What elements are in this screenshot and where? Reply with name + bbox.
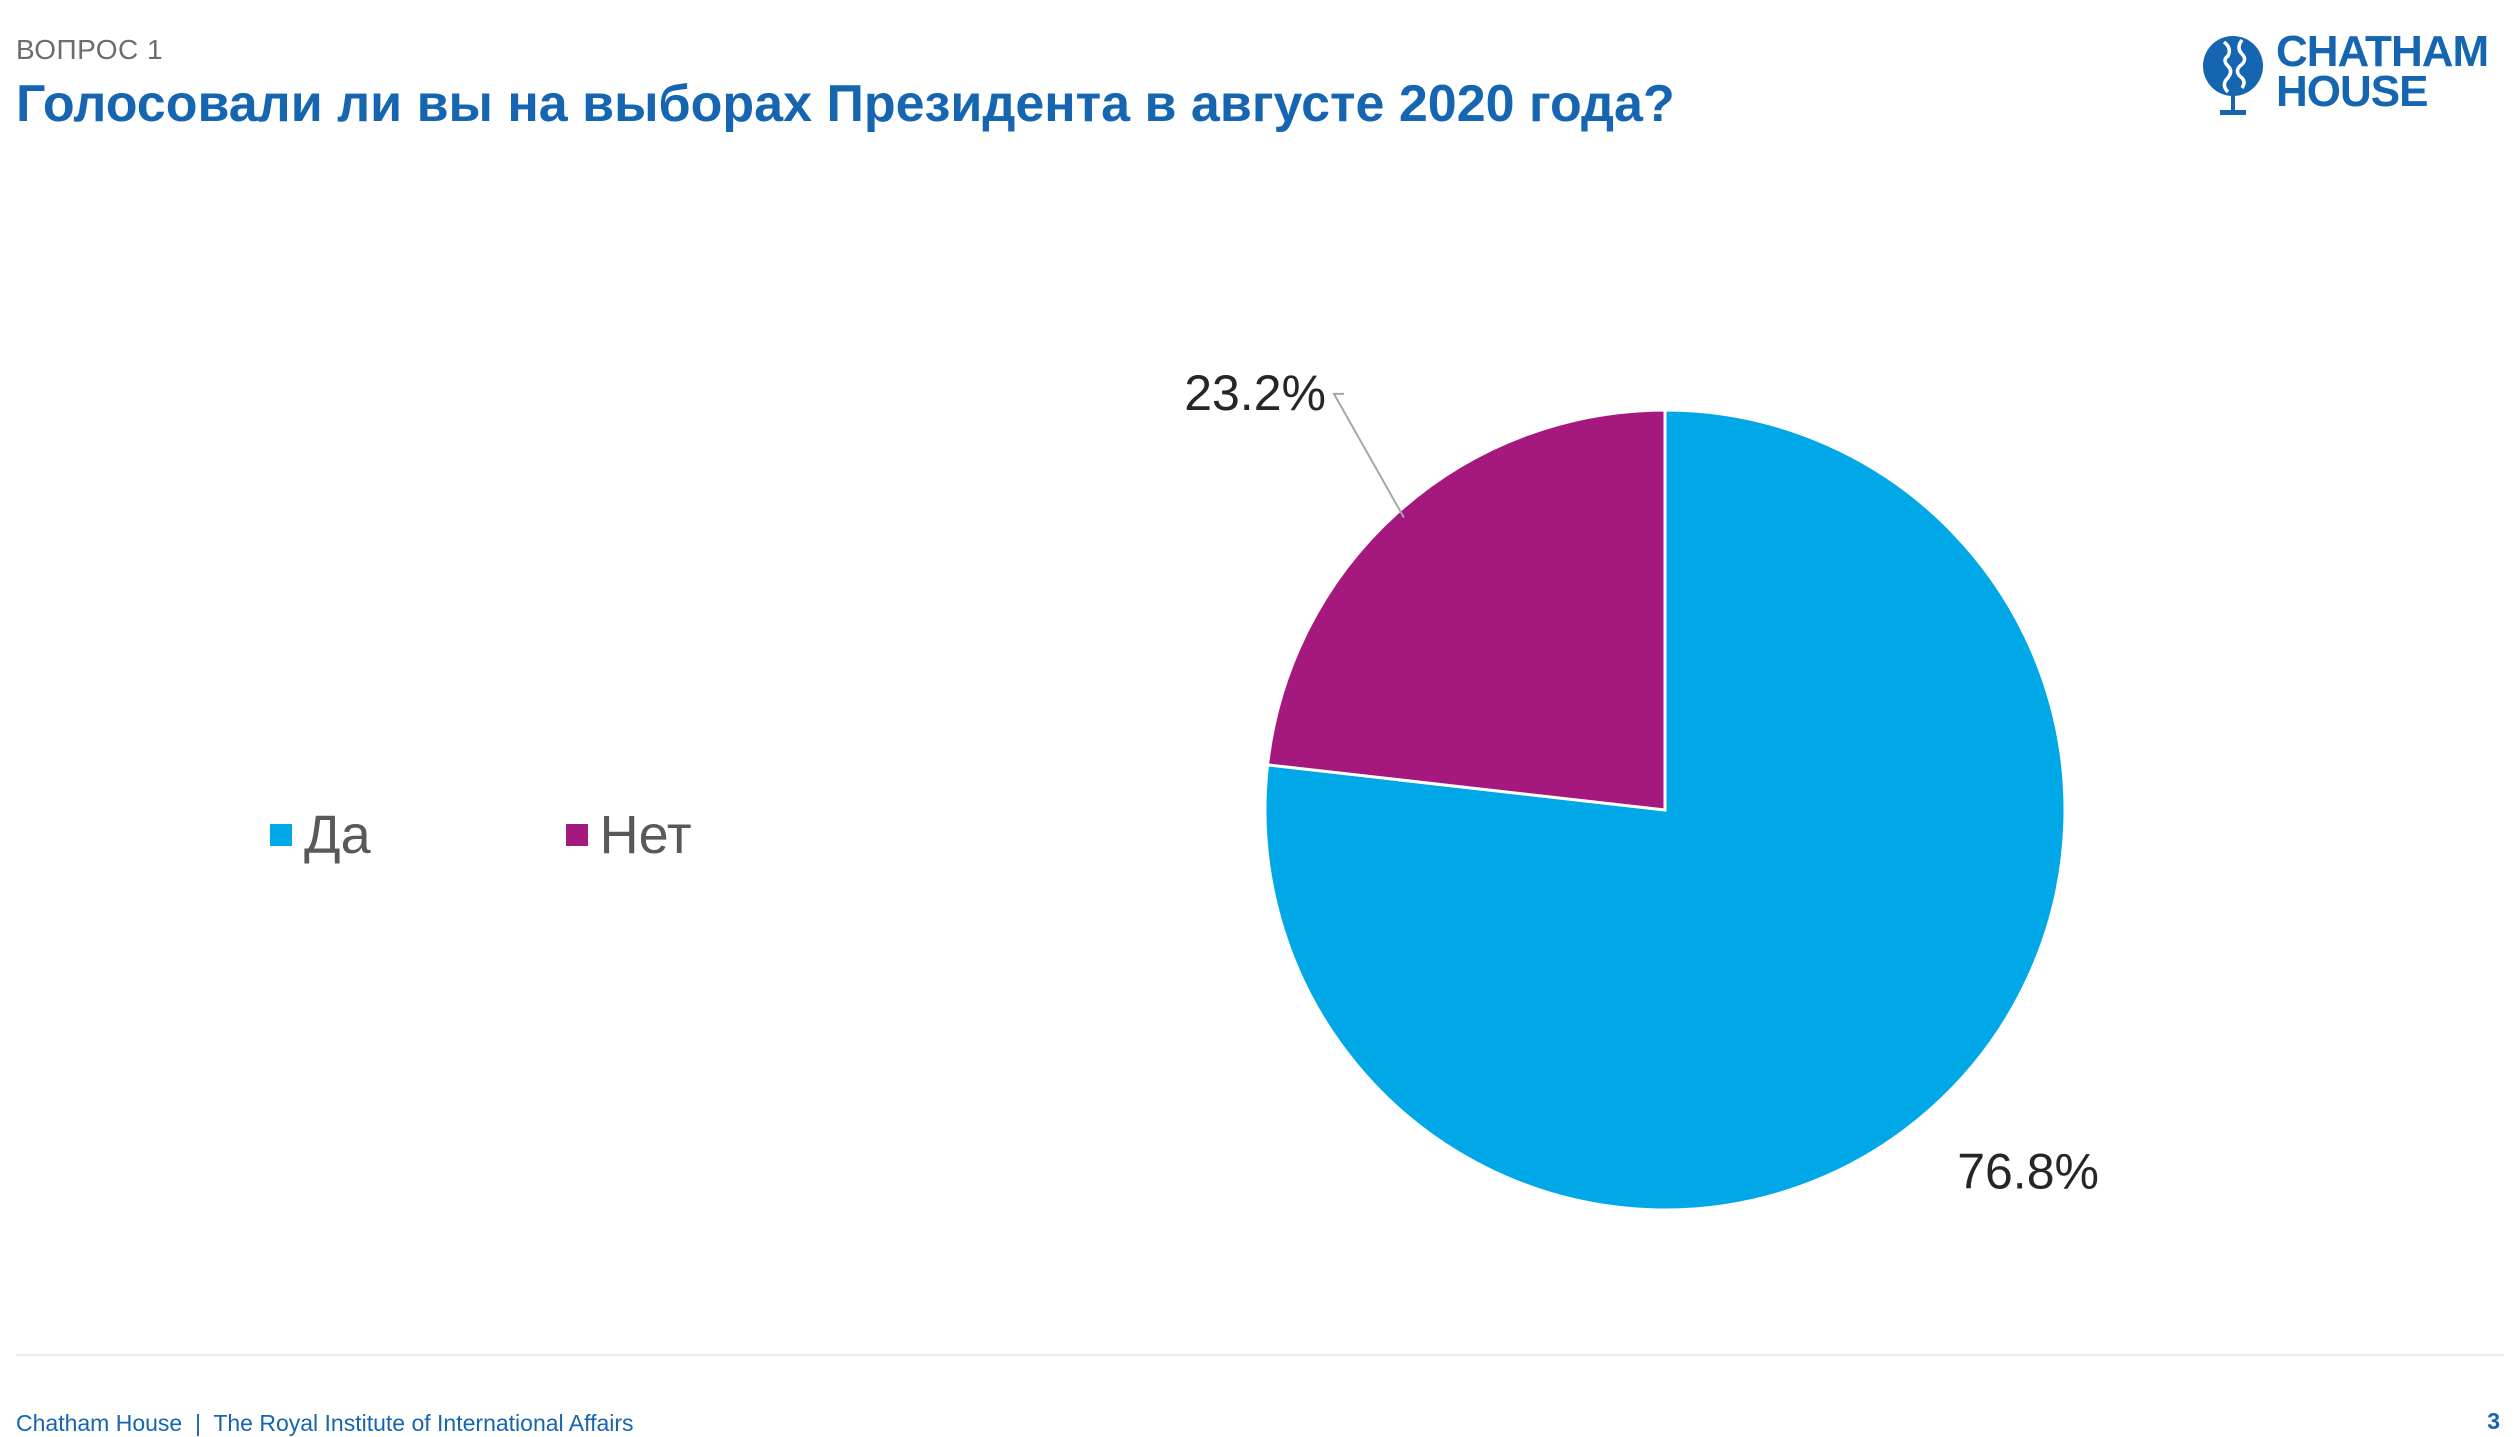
- slide-title: Голосовали ли вы на выборах Президента в…: [16, 75, 1675, 133]
- chart-legend: Да Нет: [270, 800, 887, 870]
- data-label-yes: 76.8%: [1957, 1143, 2099, 1199]
- legend-swatch-no: [565, 824, 588, 846]
- legend-item-yes: Да: [270, 804, 371, 866]
- legend-label-no: Нет: [599, 805, 692, 865]
- legend-swatch-yes: [270, 824, 292, 846]
- globe-heads-icon: [2203, 36, 2263, 115]
- leader-line-no: [1332, 392, 1405, 519]
- page-number: 3: [2487, 1408, 2500, 1434]
- pie-slice-no: [1265, 408, 1667, 812]
- footer-text: Chatham House | The Royal Institute of I…: [16, 1410, 634, 1436]
- logo-line-1: CHATHAM: [2276, 27, 2489, 76]
- chatham-house-logo: CHATHAM HOUSE: [2200, 30, 2510, 125]
- legend-label-yes: Да: [304, 805, 371, 865]
- pie-chart: 76.8% 23.2%: [1184, 365, 2099, 1212]
- legend-item-no: Нет: [565, 804, 692, 866]
- logo-line-2: HOUSE: [2276, 67, 2428, 116]
- data-label-no: 23.2%: [1184, 365, 1326, 421]
- footer-divider: [16, 1354, 2504, 1356]
- question-label: ВОПРОС 1: [16, 34, 164, 65]
